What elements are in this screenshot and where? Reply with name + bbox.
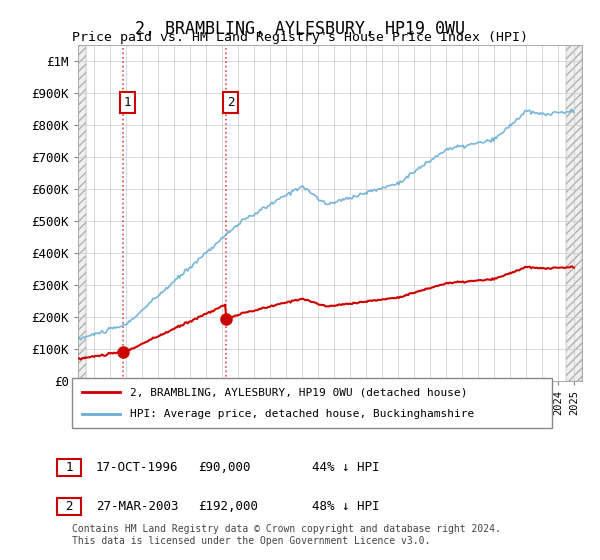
Text: 2: 2 <box>65 500 73 514</box>
Bar <box>78 45 86 381</box>
Text: 2, BRAMBLING, AYLESBURY, HP19 0WU: 2, BRAMBLING, AYLESBURY, HP19 0WU <box>135 20 465 38</box>
Text: 27-MAR-2003: 27-MAR-2003 <box>96 500 179 514</box>
Bar <box>566 45 582 381</box>
Text: 44% ↓ HPI: 44% ↓ HPI <box>312 461 380 474</box>
Text: £90,000: £90,000 <box>198 461 251 474</box>
Text: 2: 2 <box>227 96 234 109</box>
Bar <box>566 45 582 381</box>
Text: Contains HM Land Registry data © Crown copyright and database right 2024.
This d: Contains HM Land Registry data © Crown c… <box>72 524 501 546</box>
Text: Price paid vs. HM Land Registry's House Price Index (HPI): Price paid vs. HM Land Registry's House … <box>72 31 528 44</box>
Text: 1: 1 <box>65 461 73 474</box>
Text: HPI: Average price, detached house, Buckinghamshire: HPI: Average price, detached house, Buck… <box>130 409 474 419</box>
Text: 2, BRAMBLING, AYLESBURY, HP19 0WU (detached house): 2, BRAMBLING, AYLESBURY, HP19 0WU (detac… <box>130 387 467 397</box>
Text: 48% ↓ HPI: 48% ↓ HPI <box>312 500 380 514</box>
Text: £192,000: £192,000 <box>198 500 258 514</box>
Text: 17-OCT-1996: 17-OCT-1996 <box>96 461 179 474</box>
Text: 1: 1 <box>124 96 131 109</box>
FancyBboxPatch shape <box>72 378 552 428</box>
Bar <box>78 45 86 381</box>
